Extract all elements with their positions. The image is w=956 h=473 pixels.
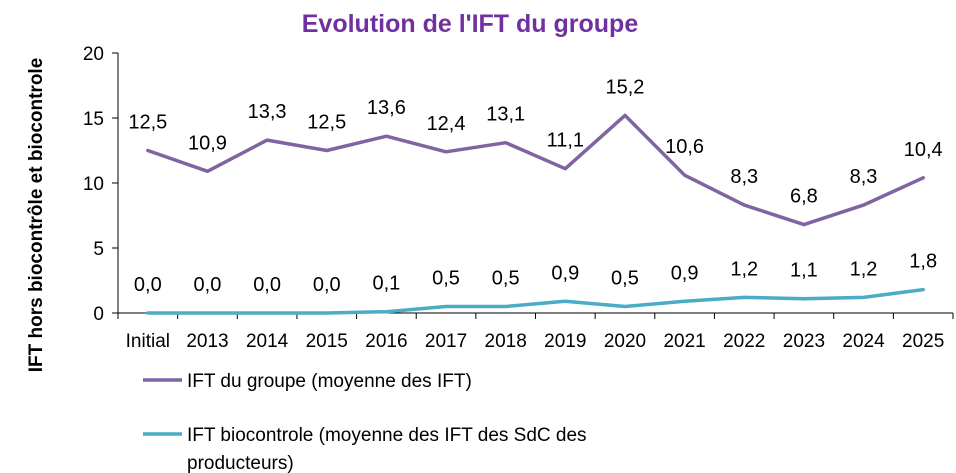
data-label: 10,6	[665, 136, 704, 158]
data-label: 10,4	[904, 139, 943, 161]
data-label: 0,0	[313, 274, 341, 296]
data-label: 13,6	[367, 97, 406, 119]
series-layer: 12,5 10,9 13,3 12,5 13,6 12,4 13,1 11,1 15,2 10,6…	[128, 76, 943, 315]
data-label: 0,5	[611, 268, 639, 290]
series-line-0	[146, 113, 925, 227]
x-tick-label: 2017	[425, 331, 467, 352]
data-label: 11,1	[547, 130, 584, 152]
legend-label: producteurs)	[187, 453, 294, 473]
y-tick-label: 15	[83, 109, 104, 130]
data-label: 12,5	[128, 112, 167, 134]
x-tick-label: 2024	[842, 331, 885, 352]
x-tick-label: 2018	[485, 331, 527, 352]
y-tick-label: 0	[93, 304, 104, 325]
data-label: 0,9	[551, 262, 579, 284]
x-tick-label: 2013	[186, 331, 228, 352]
legend-label: IFT biocontrole (moyenne des IFT des SdC…	[187, 425, 587, 446]
x-tick-label: 2022	[723, 331, 765, 352]
legend-label: IFT du groupe (moyenne des IFT)	[187, 371, 472, 392]
x-tick-label: 2023	[783, 331, 825, 352]
x-tick-label: 2016	[365, 331, 407, 352]
y-axis-label: IFT hors biocontrôle et biocontrole	[26, 58, 47, 373]
x-tick-label: 2025	[902, 331, 944, 352]
x-tick-label: 2021	[663, 331, 705, 352]
x-tick-label: 2015	[306, 331, 348, 352]
data-label: 15,2	[605, 76, 644, 98]
x-tick-label: Initial	[126, 331, 170, 352]
data-label: 1,8	[909, 251, 937, 273]
data-label: 8,3	[850, 166, 878, 188]
chart-title: Evolution de l'IFT du groupe	[302, 10, 639, 38]
data-label: 1,2	[730, 258, 758, 280]
data-label: 13,3	[248, 101, 287, 123]
y-tick-label: 10	[83, 174, 104, 195]
y-ticks: 0 5 10 15 20	[83, 44, 118, 325]
series-line-1	[146, 287, 925, 315]
x-ticks: Initial 2013 2014 2015 2016 2017 2018 2019 2020 2…	[117, 313, 954, 352]
y-tick-label: 20	[83, 44, 104, 65]
data-label: 8,3	[730, 166, 758, 188]
x-tick-label: 2014	[246, 331, 289, 352]
data-label: 1,1	[790, 260, 818, 282]
data-label: 0,0	[253, 274, 281, 296]
data-label: 0,5	[492, 268, 520, 290]
data-label: 10,9	[188, 132, 227, 154]
data-label: 1,2	[850, 258, 878, 280]
data-label: 13,1	[486, 104, 525, 126]
data-label: 12,5	[307, 112, 346, 134]
y-tick-label: 5	[93, 239, 104, 260]
x-tick-label: 2019	[544, 331, 586, 352]
x-tick-label: 2020	[604, 331, 646, 352]
legend: IFT du groupe (moyenne des IFT) IFT bioco…	[143, 371, 587, 473]
data-label: 12,4	[427, 113, 466, 135]
data-label: 0,9	[671, 262, 699, 284]
data-label: 0,5	[432, 268, 460, 290]
data-label: 6,8	[790, 186, 818, 208]
data-label: 0,1	[372, 273, 400, 295]
data-label: 0,0	[134, 274, 162, 296]
data-label: 0,0	[194, 274, 222, 296]
